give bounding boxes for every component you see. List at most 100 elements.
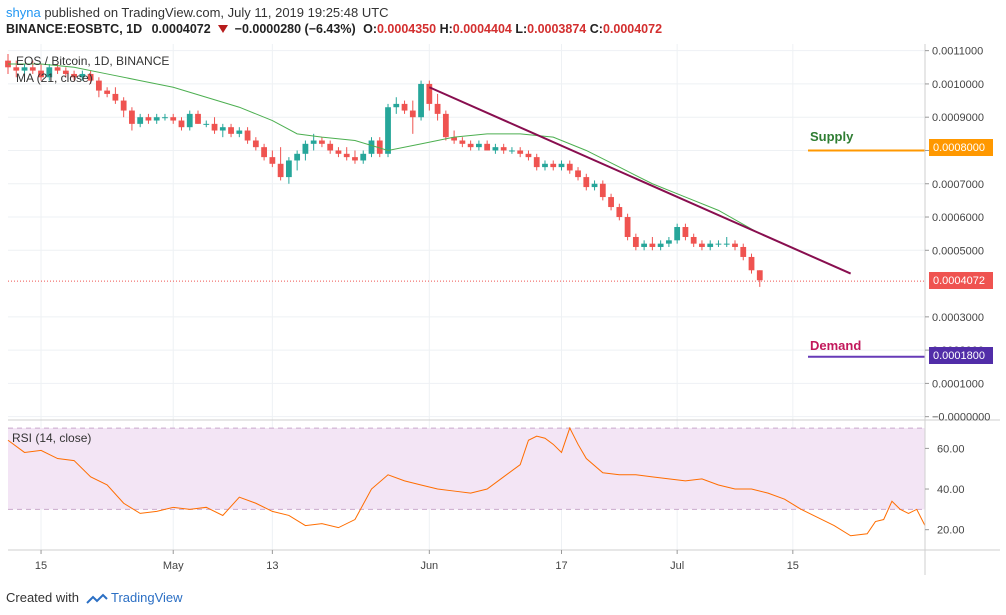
candle-body <box>294 153 301 161</box>
candle-body <box>62 70 69 74</box>
candle-body <box>690 236 697 244</box>
rsi-line <box>7 426 926 537</box>
grid-lines <box>8 44 925 550</box>
candle-body <box>492 147 499 151</box>
legend-title: EOS / Bitcoin, 1D, BINANCE <box>16 54 169 68</box>
price-tick-label: 0.0009000 <box>932 112 984 124</box>
candle-body <box>740 246 747 257</box>
candle-body <box>624 217 631 237</box>
low-value: 0.0003874 <box>527 22 587 36</box>
low-label: L: <box>515 22 528 36</box>
down-arrow-icon <box>218 25 229 33</box>
last-price-value: 0.0004072 <box>933 275 985 287</box>
candle-body <box>195 113 201 124</box>
last-price: 0.0004072 <box>151 22 211 36</box>
candle-body <box>21 67 28 71</box>
publish-text: published on TradingView.com, July 11, 2… <box>44 5 389 20</box>
price-tick-label: 0.0005000 <box>932 245 984 257</box>
candle-body <box>38 70 44 78</box>
time-tick-label: Jul <box>670 560 684 572</box>
footer-prefix: Created with <box>6 590 79 605</box>
candle-body <box>162 117 168 119</box>
candle-body <box>748 256 755 271</box>
price-tick-label: 0.0006000 <box>932 212 984 224</box>
candle-body <box>54 67 61 71</box>
tradingview-logo-icon <box>85 593 108 604</box>
candle-body <box>46 67 53 78</box>
candle-body <box>360 153 367 161</box>
candle-body <box>385 107 391 154</box>
price-chart[interactable]: 0.0011000 0.0010000 0.0009000 0.0008000 0.00… <box>0 0 1006 585</box>
candle-body <box>682 227 689 237</box>
candle-body <box>484 143 491 151</box>
rsi-tick-label: 60.00 <box>937 443 965 455</box>
author-name[interactable]: shyna <box>6 5 41 20</box>
candle-body <box>302 143 309 154</box>
candle-body <box>591 183 598 188</box>
candle-body <box>29 67 36 71</box>
candle-body <box>715 243 722 245</box>
candle-body <box>343 153 350 158</box>
candle-body <box>310 140 317 144</box>
rsi-legend: RSI (14, close) <box>12 431 91 445</box>
footer-brand[interactable]: TradingView <box>111 590 183 605</box>
supply-price-value: 0.0008000 <box>933 142 985 154</box>
candle-body <box>649 243 656 247</box>
candle-body <box>666 240 672 244</box>
publish-info: shyna published on TradingView.com, July… <box>6 5 389 20</box>
symbol-label: BINANCE:EOSBTC, 1D <box>6 22 143 36</box>
candle-body <box>203 123 210 125</box>
candle-body <box>409 110 416 118</box>
candle-body <box>467 143 474 148</box>
rsi-tick-label: 20.00 <box>937 525 965 537</box>
candle-body <box>376 140 383 154</box>
ma-line <box>8 63 761 235</box>
last-price-tag <box>929 272 993 289</box>
candle-body <box>277 163 284 178</box>
candle-body <box>178 120 185 128</box>
candle-body <box>583 177 590 188</box>
candle-body <box>641 243 648 247</box>
candle-body <box>476 143 482 148</box>
candle-body <box>608 197 614 208</box>
time-tick-label: Jun <box>420 560 438 572</box>
high-value: 0.0004404 <box>452 22 512 36</box>
candle-body <box>558 163 565 168</box>
candle-body <box>418 83 424 118</box>
candle-body <box>186 113 193 128</box>
candle-body <box>426 83 433 104</box>
candle-body <box>575 170 581 178</box>
price-tick-label: 0.0011000 <box>932 46 983 58</box>
time-tick-label: May <box>163 560 184 572</box>
candle-body <box>434 103 441 114</box>
candle-body <box>335 150 342 154</box>
demand-price-value: 0.0001800 <box>933 350 985 362</box>
candle-body <box>71 73 77 78</box>
supply-price-tag <box>929 139 993 156</box>
demand-price-tag <box>929 347 993 364</box>
candle-body <box>509 150 515 152</box>
price-tick-label: 0.0010000 <box>932 79 984 91</box>
candle-body <box>707 243 714 247</box>
supply-label: Supply <box>810 129 854 144</box>
candle-body <box>442 113 449 138</box>
open-label: O: <box>363 22 377 36</box>
candle-body <box>616 207 623 218</box>
candle-body <box>219 127 226 131</box>
candle-body <box>87 73 94 81</box>
candle-body <box>269 157 276 164</box>
high-label: H: <box>439 22 453 36</box>
candle-body <box>632 236 639 247</box>
price-change: −0.0000280 (−6.43%) <box>234 22 356 36</box>
time-tick-label: 15 <box>35 560 47 572</box>
candle-body <box>252 140 259 148</box>
rsi-band-fill <box>8 428 925 510</box>
candle-body <box>129 110 135 124</box>
open-value: 0.0004350 <box>376 22 437 36</box>
candle-body <box>120 100 127 111</box>
candle-body <box>525 153 532 158</box>
candle-body <box>112 93 119 101</box>
rsi-band <box>8 427 925 510</box>
candle-body <box>657 243 664 247</box>
candle-body <box>732 243 738 247</box>
